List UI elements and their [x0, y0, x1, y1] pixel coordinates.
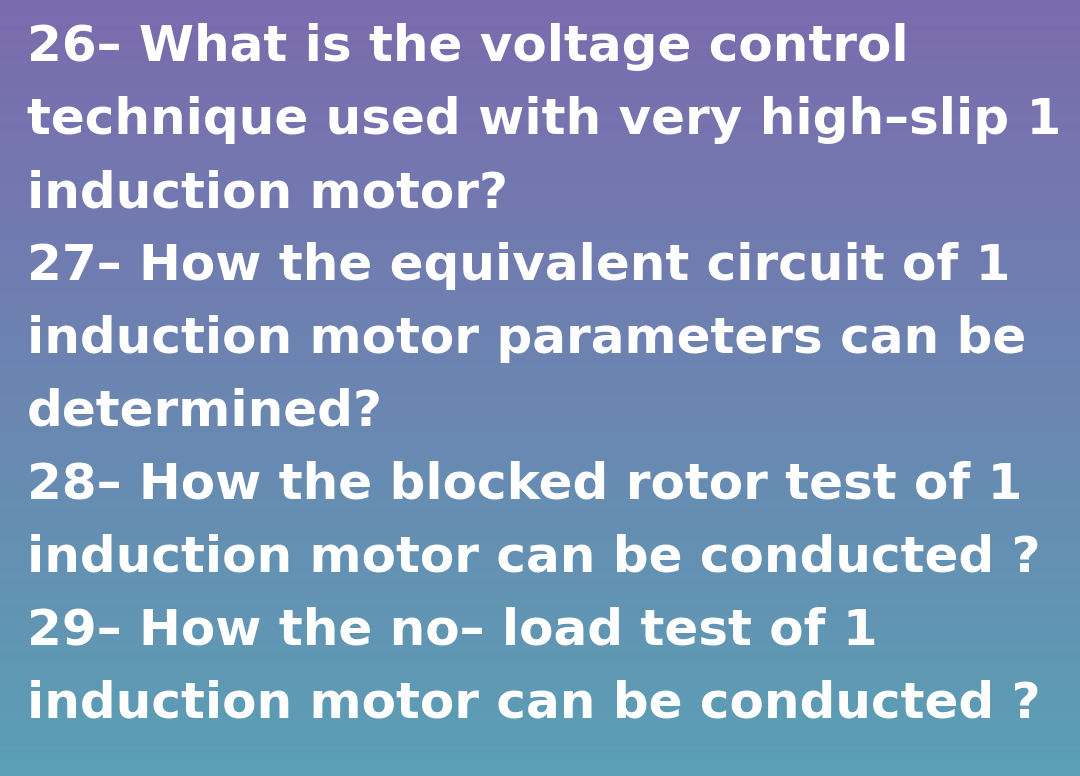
Text: induction motor?: induction motor?: [27, 169, 508, 217]
Text: determined?: determined?: [27, 388, 383, 436]
Text: 28– How the blocked rotor test of 1: 28– How the blocked rotor test of 1: [27, 461, 1023, 509]
Text: 27– How the equivalent circuit of 1: 27– How the equivalent circuit of 1: [27, 242, 1011, 290]
Text: 26– What is the voltage control: 26– What is the voltage control: [27, 23, 908, 71]
Text: 29– How the no– load test of 1: 29– How the no– load test of 1: [27, 607, 878, 655]
Text: induction motor can be conducted ?: induction motor can be conducted ?: [27, 534, 1041, 582]
Text: technique used with very high–slip 1: technique used with very high–slip 1: [27, 96, 1062, 144]
Text: induction motor parameters can be: induction motor parameters can be: [27, 315, 1026, 363]
Text: induction motor can be conducted ?: induction motor can be conducted ?: [27, 680, 1041, 728]
